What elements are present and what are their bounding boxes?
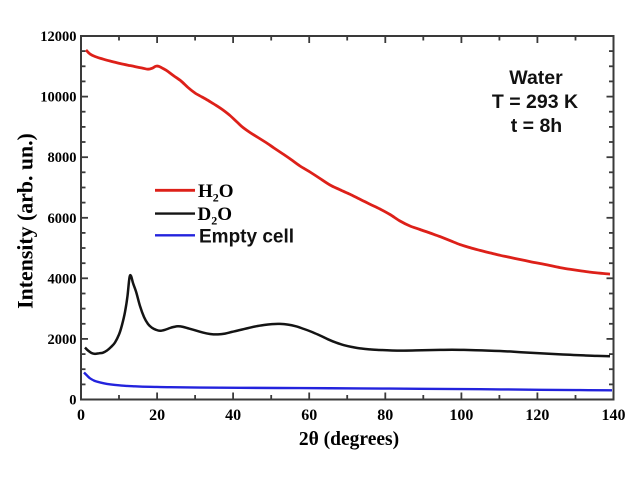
- svg-text:80: 80: [377, 407, 393, 424]
- svg-text:0: 0: [77, 407, 85, 424]
- svg-text:4000: 4000: [48, 271, 77, 287]
- svg-text:H2O: H2O: [198, 181, 234, 205]
- svg-text:120: 120: [525, 407, 549, 424]
- svg-text:Empty cell: Empty cell: [199, 227, 294, 248]
- svg-text:t = 8h: t = 8h: [511, 115, 562, 137]
- svg-text:140: 140: [602, 407, 626, 424]
- svg-text:D2O: D2O: [198, 204, 233, 228]
- svg-text:Intensity (arb. un.): Intensity (arb. un.): [14, 133, 38, 309]
- svg-text:100: 100: [449, 407, 473, 424]
- svg-text:0: 0: [69, 393, 76, 409]
- svg-text:Water: Water: [509, 67, 563, 89]
- svg-text:2000: 2000: [48, 332, 77, 348]
- svg-text:20: 20: [149, 407, 165, 424]
- svg-text:2θ (degrees): 2θ (degrees): [299, 429, 399, 450]
- svg-text:6000: 6000: [48, 211, 77, 227]
- svg-text:60: 60: [301, 407, 317, 424]
- svg-text:40: 40: [225, 407, 241, 424]
- svg-text:10000: 10000: [40, 90, 76, 106]
- svg-text:8000: 8000: [48, 150, 77, 166]
- svg-text:12000: 12000: [40, 29, 76, 45]
- svg-text:T = 293 K: T = 293 K: [492, 91, 578, 113]
